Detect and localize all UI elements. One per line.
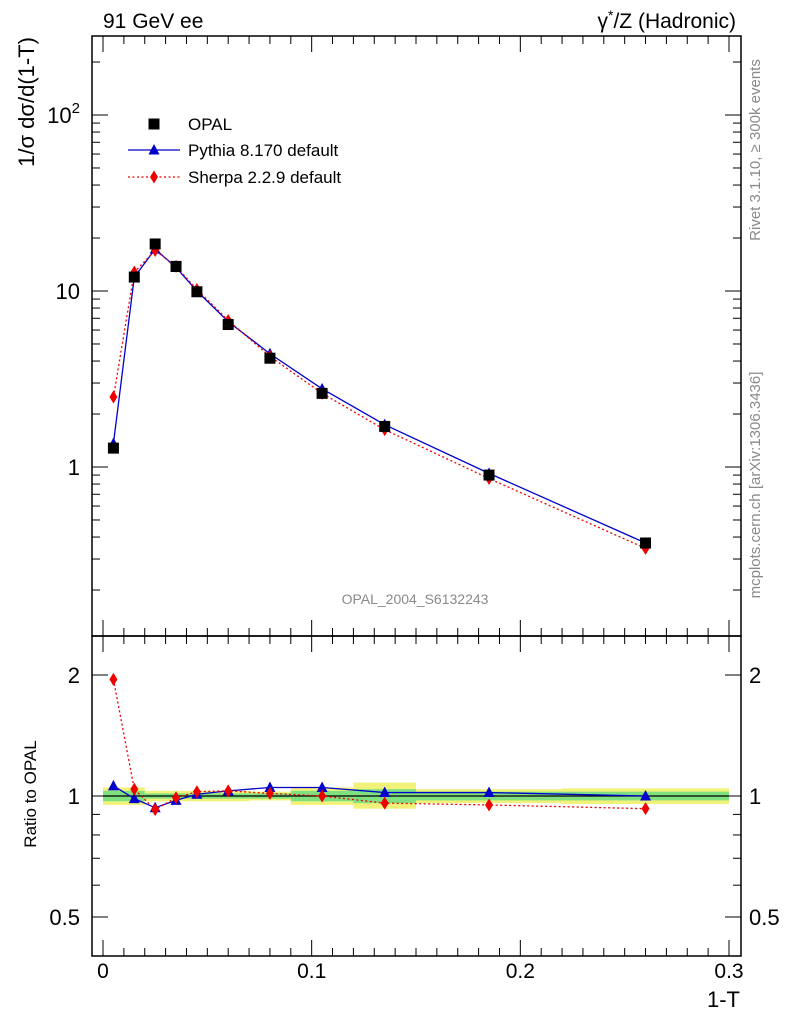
x-tick-label: 0.2 xyxy=(506,960,535,983)
pythia-ratio-point xyxy=(264,781,276,792)
ratio-y-tick-label-right: 2 xyxy=(749,663,761,688)
legend-data-marker xyxy=(148,118,160,130)
legend-sherpa-label: Sherpa 2.2.9 default xyxy=(188,168,341,187)
mcplots-text: mcplots.cern.ch [arXiv:1306.3436] xyxy=(747,372,764,599)
pythia-ratio-point xyxy=(316,781,328,792)
main-y-tick-label: 102 xyxy=(47,100,80,128)
legend-pythia-marker xyxy=(148,144,160,155)
pythia-ratio-point xyxy=(640,790,652,801)
data-main-point xyxy=(379,420,391,432)
legend-pythia-label: Pythia 8.170 default xyxy=(188,141,339,160)
sherpa-ratio-point xyxy=(265,786,274,800)
rivet-version-text: Rivet 3.1.10, ≥ 300k events xyxy=(747,59,764,241)
x-tick-label: 0 xyxy=(97,960,109,983)
data-main-point xyxy=(107,442,119,454)
ratio-y-tick-label-right: 0.5 xyxy=(749,905,780,930)
header-right-prefix: γ xyxy=(598,10,609,33)
data-main-point xyxy=(170,260,182,272)
data-main-point xyxy=(316,387,328,399)
data-main-point xyxy=(264,352,276,364)
data-main-point xyxy=(222,319,234,331)
legend-sherpa-marker xyxy=(150,170,158,184)
legend: OPAL Pythia 8.170 default Sherpa 2.2.9 def… xyxy=(128,115,341,187)
sherpa-ratio-point xyxy=(172,791,181,805)
header-right-title: γ*/Z (Hadronic) xyxy=(598,7,736,33)
x-axis-label: 1-T xyxy=(707,987,740,1012)
sherpa-ratio-point xyxy=(109,672,118,686)
ratio-y-tick-label-right: 1 xyxy=(749,784,761,809)
pythia-ratio-point xyxy=(107,779,119,791)
sherpa-ratio-point xyxy=(224,784,233,798)
sherpa-main-point xyxy=(109,390,118,404)
pythia-ratio-point xyxy=(483,786,495,798)
ratio-y-tick-label-left: 1 xyxy=(68,784,80,809)
analysis-watermark: OPAL_2004_S6132243 xyxy=(342,591,489,607)
sherpa-ratio-point xyxy=(192,785,201,799)
ratio-plot: 0.5 0.5 1 1 2 2 0 0.1 0.2 0.3 xyxy=(49,635,780,983)
main-y-axis-label: 1/σ dσ/d(1-T) xyxy=(14,37,39,167)
data-main-point xyxy=(128,271,140,283)
data-main-point xyxy=(149,238,161,250)
ratio-y-axis-label: Ratio to OPAL xyxy=(21,740,40,847)
sherpa-ratio-point xyxy=(130,782,139,796)
main-y-tick-label: 1 xyxy=(68,455,80,480)
ratio-y-tick-label-left: 0.5 xyxy=(49,905,80,930)
data-main-point xyxy=(483,469,495,481)
main-y-tick-label: 10 xyxy=(56,279,80,304)
header-left-title: 91 GeV ee xyxy=(103,10,203,33)
pythia-ratio-point xyxy=(379,786,391,798)
data-main-point xyxy=(191,286,203,298)
header-right-sup: * xyxy=(608,7,614,23)
sherpa-ratio-point xyxy=(485,798,494,812)
sherpa-ratio-point xyxy=(151,803,160,817)
pythia-ratio-point xyxy=(128,792,140,804)
sherpa-ratio-point xyxy=(318,789,327,803)
header-right-suffix: /Z (Hadronic) xyxy=(613,10,736,33)
data-main-point xyxy=(640,537,652,549)
main-plot: 1 10 102 xyxy=(47,35,742,637)
sherpa-ratio-point xyxy=(641,802,650,816)
ratio-y-tick-label-left: 2 xyxy=(68,663,80,688)
legend-data-label: OPAL xyxy=(188,115,232,134)
sherpa-ratio-point xyxy=(380,796,389,810)
x-tick-label: 0.1 xyxy=(297,960,326,983)
x-tick-label: 0.3 xyxy=(714,960,743,983)
